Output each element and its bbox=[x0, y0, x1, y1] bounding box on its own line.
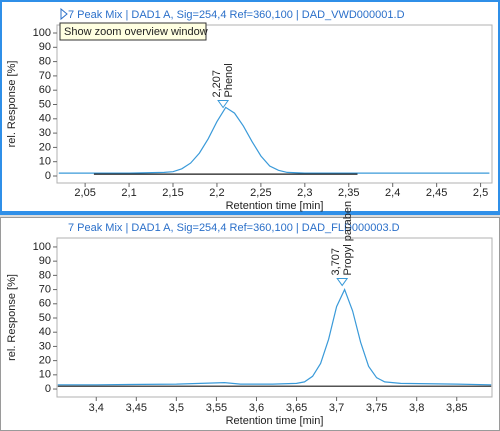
y-tick-label: 10 bbox=[39, 369, 51, 381]
peak-name-label: Phenol bbox=[223, 63, 235, 97]
y-tick-label: 50 bbox=[39, 312, 51, 324]
y-tick-label: 20 bbox=[39, 141, 51, 153]
x-axis-title: Retention time [min] bbox=[226, 415, 324, 427]
signal-line bbox=[58, 106, 490, 174]
y-tick-label: 100 bbox=[33, 241, 51, 253]
y-tick-label: 90 bbox=[39, 41, 51, 53]
x-tick-label: 2,45 bbox=[426, 187, 447, 199]
x-tick-label: 3,65 bbox=[286, 402, 307, 414]
plot-area bbox=[56, 237, 493, 398]
y-tick-label: 40 bbox=[39, 326, 51, 338]
y-tick-label: 0 bbox=[45, 383, 51, 395]
x-tick-label: 3,5 bbox=[169, 402, 184, 414]
y-axis-title: rel. Response [%] bbox=[6, 61, 18, 148]
x-tick-label: 2,4 bbox=[385, 187, 400, 199]
x-tick-label: 2,15 bbox=[162, 187, 183, 199]
y-tick-label: 30 bbox=[39, 340, 51, 352]
peak-time-label: 3,707 bbox=[330, 248, 342, 276]
y-tick-label: 70 bbox=[39, 283, 51, 295]
x-tick-label: 3,8 bbox=[409, 402, 424, 414]
peak-marker bbox=[217, 100, 230, 109]
x-tick-label: 2,05 bbox=[74, 187, 95, 199]
signal-line bbox=[57, 288, 492, 386]
y-tick-label: 80 bbox=[39, 56, 51, 68]
x-tick-label: 3,55 bbox=[206, 402, 227, 414]
y-tick-label: 70 bbox=[39, 70, 51, 82]
x-tick-label: 3,75 bbox=[366, 402, 387, 414]
y-tick-label: 40 bbox=[39, 113, 51, 125]
x-tick-label: 2,2 bbox=[209, 187, 224, 199]
x-tick-label: 2,1 bbox=[121, 187, 136, 199]
tooltip-box bbox=[59, 22, 207, 41]
peak-time-label: 2,207 bbox=[211, 70, 223, 98]
panel-title: 7 Peak Mix | DAD1 A, Sig=254,4 Ref=360,1… bbox=[68, 222, 400, 234]
y-tick-label: 0 bbox=[45, 170, 51, 182]
panel-title: 7 Peak Mix | DAD1 A, Sig=254,4 Ref=360,1… bbox=[68, 9, 405, 21]
x-tick-label: 3,7 bbox=[329, 402, 344, 414]
y-axis-title: rel. Response [%] bbox=[6, 274, 18, 361]
x-tick-label: 2,25 bbox=[250, 187, 271, 199]
x-tick-label: 2,5 bbox=[473, 187, 488, 199]
x-tick-label: 3,4 bbox=[89, 402, 104, 414]
peak-name-label: Propyl paraben bbox=[342, 201, 354, 276]
y-tick-label: 100 bbox=[33, 27, 51, 39]
tooltip: Show zoom overview window bbox=[64, 26, 208, 38]
y-tick-label: 50 bbox=[39, 98, 51, 110]
x-tick-label: 2,35 bbox=[338, 187, 359, 199]
y-tick-label: 30 bbox=[39, 127, 51, 139]
peak-marker bbox=[336, 277, 349, 287]
plot-area bbox=[56, 24, 493, 184]
y-tick-label: 10 bbox=[39, 156, 51, 168]
y-tick-label: 60 bbox=[39, 298, 51, 310]
x-tick-label: 3,6 bbox=[249, 402, 264, 414]
x-tick-label: 3,45 bbox=[126, 402, 147, 414]
x-tick-label: 3,85 bbox=[446, 402, 467, 414]
y-tick-label: 20 bbox=[39, 355, 51, 367]
y-tick-label: 90 bbox=[39, 255, 51, 267]
y-tick-label: 60 bbox=[39, 84, 51, 96]
x-tick-label: 2,3 bbox=[297, 187, 312, 199]
x-axis-title: Retention time [min] bbox=[226, 200, 324, 212]
y-tick-label: 80 bbox=[39, 269, 51, 281]
expand-icon[interactable] bbox=[60, 7, 68, 21]
